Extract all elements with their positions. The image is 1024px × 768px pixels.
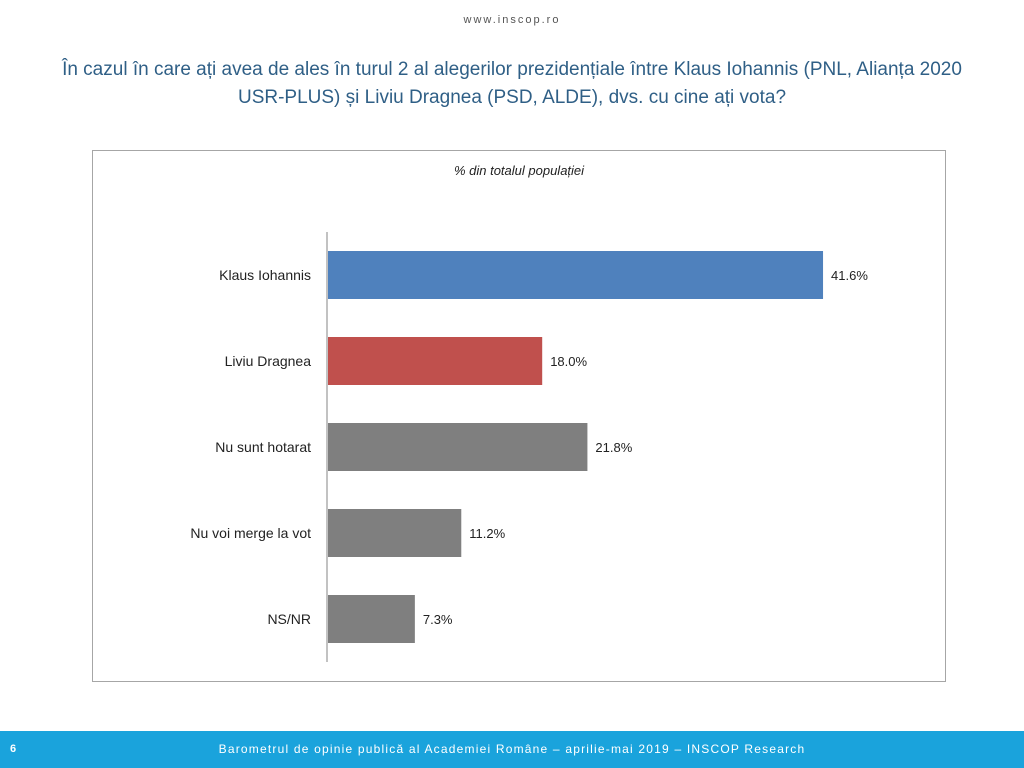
category-label: Klaus Iohannis bbox=[219, 267, 311, 283]
page-title: În cazul în care ați avea de ales în tur… bbox=[62, 59, 962, 108]
data-label: 7.3% bbox=[423, 612, 453, 627]
chart-frame bbox=[92, 150, 946, 682]
bar bbox=[328, 595, 415, 643]
site-url: www.inscop.ro bbox=[463, 14, 561, 26]
category-label: Nu voi merge la vot bbox=[190, 525, 311, 541]
category-label: NS/NR bbox=[267, 611, 311, 627]
bar bbox=[328, 509, 462, 557]
data-label: 41.6% bbox=[831, 268, 868, 283]
bar bbox=[328, 337, 543, 385]
bar bbox=[328, 423, 588, 471]
category-label: Nu sunt hotarat bbox=[215, 439, 311, 455]
chart-subtitle: % din totalul populației bbox=[453, 163, 585, 178]
category-label: Liviu Dragnea bbox=[225, 353, 312, 369]
bar bbox=[328, 251, 824, 299]
page-number: 6 bbox=[10, 743, 17, 755]
data-label: 18.0% bbox=[550, 354, 587, 369]
data-label: 11.2% bbox=[469, 526, 505, 541]
footer-text: Barometrul de opinie publică al Academie… bbox=[218, 742, 806, 756]
footer-bar: 6 Barometrul de opinie publică al Academ… bbox=[0, 731, 1024, 768]
data-label: 21.8% bbox=[595, 440, 632, 455]
